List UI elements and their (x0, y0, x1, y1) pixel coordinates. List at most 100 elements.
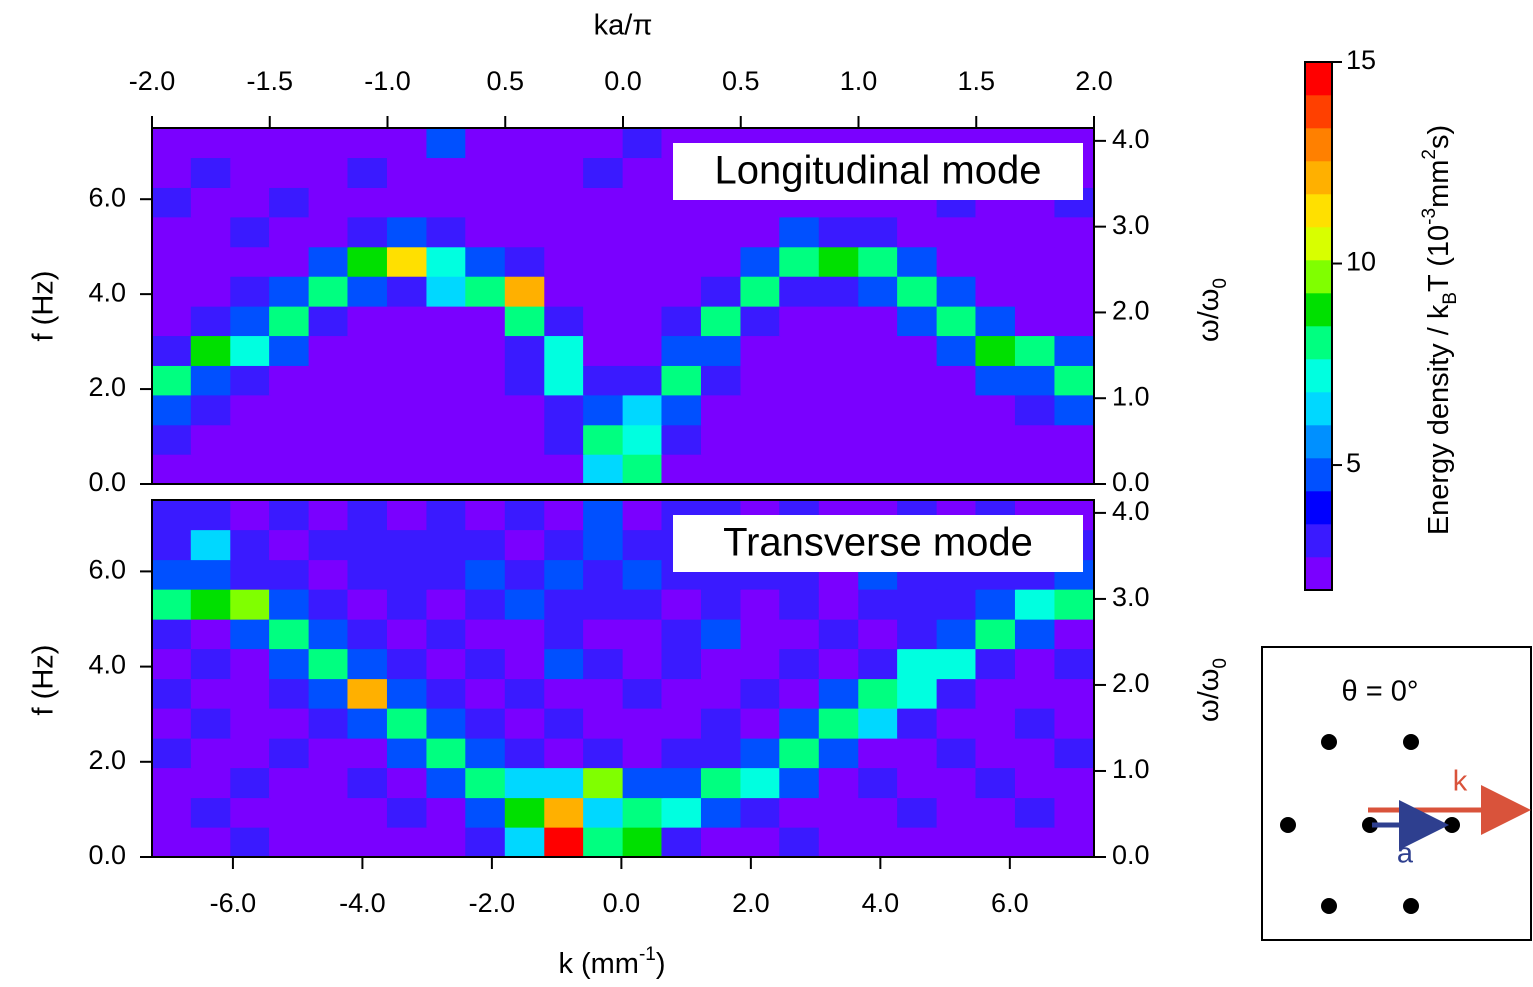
heatmap-cell (347, 157, 388, 188)
colorbar-band (1305, 457, 1332, 492)
heatmap-cell (190, 305, 232, 337)
heatmap-cell (544, 246, 585, 277)
colorbar-band (1305, 358, 1332, 393)
heatmap-cell (897, 394, 938, 426)
heatmap-cell (936, 305, 977, 337)
heatmap-cell (426, 677, 467, 709)
x-tick-label: 2.0 (732, 888, 770, 918)
heatmap-cell (190, 335, 232, 366)
heatmap-cell (504, 796, 546, 828)
heatmap-cell (386, 618, 428, 650)
heatmap-cell (386, 157, 428, 188)
heatmap-cell (465, 364, 506, 396)
y2-tick-label: 3.0 (1112, 582, 1150, 612)
heatmap-cell (465, 216, 506, 248)
heatmap-cell (661, 424, 702, 455)
heatmap-cell (190, 186, 232, 218)
heatmap-cell (230, 767, 271, 799)
heatmap-cell (465, 737, 506, 769)
heatmap-cell (622, 558, 663, 590)
heatmap-cell (347, 767, 388, 799)
heatmap-cell (386, 246, 428, 277)
heatmap-cell (661, 216, 702, 248)
heatmap-cell (269, 157, 310, 188)
heatmap-cell (386, 394, 428, 426)
heatmap-cell (818, 305, 860, 337)
heatmap-cell (661, 246, 702, 277)
heatmap-cell (386, 558, 428, 590)
heatmap-cell (858, 246, 899, 277)
lattice-dot (1403, 734, 1419, 750)
heatmap-cell (269, 796, 310, 828)
heatmap-cell (818, 588, 860, 620)
heatmap-cell (661, 305, 702, 337)
heatmap-cell (190, 677, 232, 709)
heatmap-cell (308, 826, 349, 857)
colorbar-tick-label: 15 (1346, 45, 1376, 75)
colorbar-band (1305, 94, 1332, 129)
heatmap-cell (269, 707, 310, 739)
heatmap-cell (936, 394, 977, 426)
heatmap-cell (583, 186, 624, 218)
colorbar-band (1305, 61, 1332, 96)
heatmap-cell (465, 558, 506, 590)
heatmap-cell (858, 648, 899, 680)
heatmap-cell (897, 826, 938, 857)
heatmap-cell (465, 186, 506, 218)
heatmap-cell (426, 618, 467, 650)
heatmap-cell (858, 424, 899, 455)
heatmap-cell (386, 648, 428, 680)
heatmap-cell (190, 648, 232, 680)
heatmap-cell (661, 677, 702, 709)
heatmap-cell (269, 453, 310, 484)
heatmap-cell (152, 394, 192, 426)
heatmap-cell (975, 826, 1016, 857)
heatmap-cell (858, 364, 899, 396)
heatmap-cell (583, 618, 624, 650)
heatmap-cell (347, 186, 388, 218)
heatmap-cell (347, 796, 388, 828)
heatmap-cell (583, 335, 624, 366)
heatmap-cell (504, 826, 546, 857)
heatmap-cell (386, 186, 428, 218)
heatmap-cell (269, 335, 310, 366)
heatmap-cell (230, 737, 271, 769)
heatmap-cell (700, 335, 742, 366)
heatmap-cell (308, 767, 349, 799)
heatmap-cell (308, 157, 349, 188)
heatmap-cell (504, 767, 546, 799)
y-tick-label: 4.0 (88, 277, 126, 307)
heatmap-cell (308, 128, 349, 159)
heatmap-cell (897, 588, 938, 620)
heatmap-cell (975, 588, 1016, 620)
colorbar-band (1305, 391, 1332, 426)
colorbar-frame (1304, 61, 1333, 591)
y2-axis-label: ω/ω0 (1193, 658, 1231, 722)
heatmap-cell (386, 305, 428, 337)
heatmap-cell (504, 648, 546, 680)
heatmap-cell (347, 424, 388, 455)
heatmap-cell (465, 424, 506, 455)
heatmap-cell (152, 796, 192, 828)
heatmap-cell (426, 216, 467, 248)
heatmap-cell (504, 529, 546, 561)
heatmap-cell (544, 364, 585, 396)
heatmap-cell (661, 737, 702, 769)
heatmap-cell (347, 335, 388, 366)
heatmap-cell (308, 364, 349, 396)
heatmap-cell (269, 424, 310, 455)
heatmap-cell (936, 588, 977, 620)
heatmap-cell (544, 677, 585, 709)
heatmap-cell (661, 275, 702, 307)
x-axis-label: k (mm-1) (558, 944, 665, 980)
heatmap-cell (386, 453, 428, 484)
heatmap-cell (347, 618, 388, 650)
heatmap-cell (700, 618, 742, 650)
heatmap-cell (779, 424, 820, 455)
heatmap-cell (936, 767, 977, 799)
heatmap-cell (897, 796, 938, 828)
heatmap-cell (661, 453, 702, 484)
heatmap-cell (426, 246, 467, 277)
heatmap-cell (308, 588, 349, 620)
heatmap-cell (544, 767, 585, 799)
